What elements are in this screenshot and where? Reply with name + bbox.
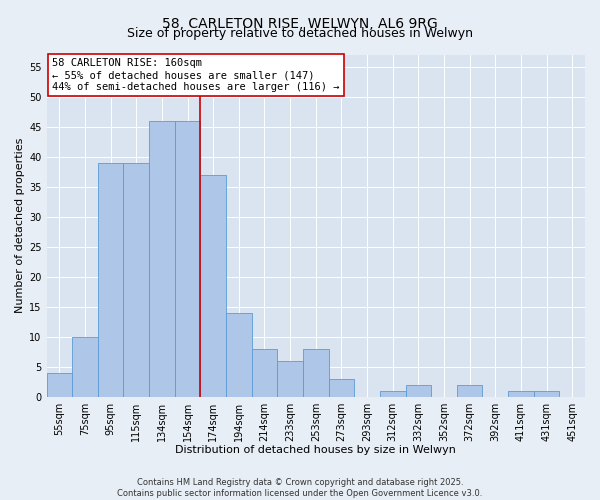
Bar <box>47 372 72 396</box>
Bar <box>200 175 226 396</box>
Bar <box>251 348 277 397</box>
Text: 58, CARLETON RISE, WELWYN, AL6 9RG: 58, CARLETON RISE, WELWYN, AL6 9RG <box>162 18 438 32</box>
Bar <box>534 390 559 396</box>
Bar <box>508 390 534 396</box>
Bar <box>380 390 406 396</box>
Bar <box>175 121 200 396</box>
X-axis label: Distribution of detached houses by size in Welwyn: Distribution of detached houses by size … <box>175 445 456 455</box>
Text: Size of property relative to detached houses in Welwyn: Size of property relative to detached ho… <box>127 28 473 40</box>
Bar <box>329 378 354 396</box>
Y-axis label: Number of detached properties: Number of detached properties <box>15 138 25 314</box>
Bar <box>406 384 431 396</box>
Text: 58 CARLETON RISE: 160sqm
← 55% of detached houses are smaller (147)
44% of semi-: 58 CARLETON RISE: 160sqm ← 55% of detach… <box>52 58 340 92</box>
Bar <box>149 121 175 396</box>
Bar <box>303 348 329 397</box>
Bar <box>124 163 149 396</box>
Text: Contains HM Land Registry data © Crown copyright and database right 2025.
Contai: Contains HM Land Registry data © Crown c… <box>118 478 482 498</box>
Bar <box>98 163 124 396</box>
Bar <box>226 312 251 396</box>
Bar <box>277 360 303 396</box>
Bar <box>72 336 98 396</box>
Bar <box>457 384 482 396</box>
